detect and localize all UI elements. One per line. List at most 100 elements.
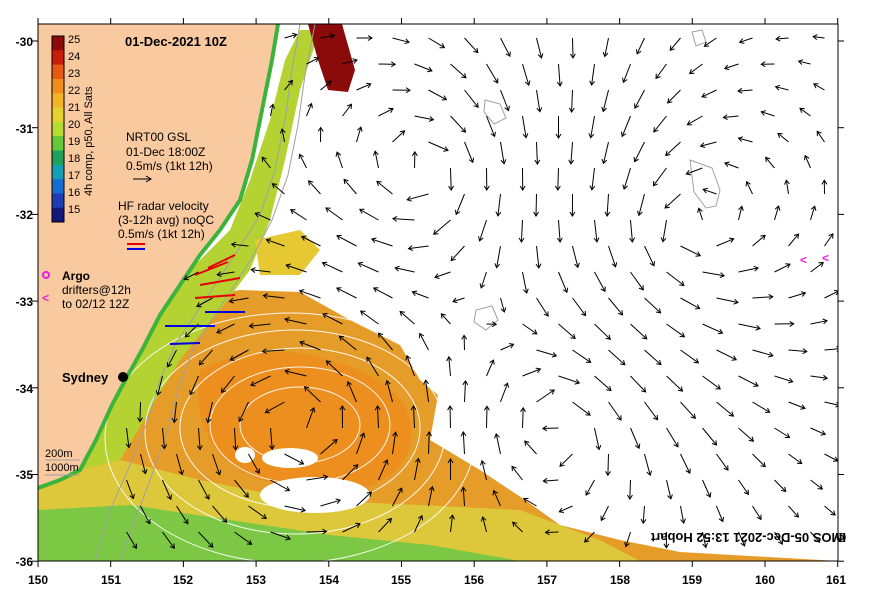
velocity-arrow <box>495 433 501 455</box>
velocity-arrowhead <box>821 179 828 185</box>
velocity-arrow <box>356 491 372 507</box>
velocity-arrow <box>634 141 645 162</box>
argo-legend-label: Argo <box>62 269 90 283</box>
velocity-arrow <box>594 323 611 340</box>
velocity-arrowhead <box>764 407 771 413</box>
velocity-arrowhead <box>372 287 379 293</box>
velocity-arrow <box>440 313 451 325</box>
velocity-arrow <box>558 323 576 339</box>
velocity-arrow <box>479 219 487 242</box>
velocity-arrowhead <box>264 408 271 414</box>
velocity-arrowhead <box>285 534 291 541</box>
velocity-arrowhead <box>717 328 724 335</box>
velocity-arrow <box>342 464 359 481</box>
velocity-arrow <box>666 427 679 448</box>
velocity-arrow <box>373 287 393 299</box>
velocity-arrow <box>824 290 838 299</box>
velocity-arrow <box>464 37 479 53</box>
velocity-arrow <box>249 323 271 327</box>
velocity-arrowhead <box>536 107 543 113</box>
velocity-arrowhead <box>238 416 244 423</box>
credit-text: IMOS 05-Dec-2021 13:52 Hobart <box>650 530 846 545</box>
lon-label: 159 <box>682 573 702 587</box>
velocity-arrowhead <box>745 180 751 187</box>
velocity-arrowhead <box>656 359 662 366</box>
velocity-arrow <box>254 212 271 221</box>
hf-legend-sub: (3-12h avg) noQC <box>118 213 214 227</box>
velocity-arrowhead <box>279 128 286 134</box>
velocity-arrow <box>162 531 175 549</box>
velocity-arrow <box>571 89 573 113</box>
velocity-arrow <box>702 375 721 390</box>
velocity-arrowhead <box>405 354 412 361</box>
velocity-arrowhead <box>533 211 540 217</box>
velocity-arrow <box>450 245 465 261</box>
velocity-arrow <box>342 59 358 65</box>
lon-label: 153 <box>246 573 266 587</box>
velocity-arrowhead <box>460 486 467 492</box>
velocity-arrowhead <box>802 348 808 355</box>
velocity-arrow <box>392 218 415 221</box>
velocity-arrowhead <box>679 280 685 286</box>
velocity-arrow <box>558 219 561 242</box>
velocity-arrow <box>558 63 561 86</box>
velocity-arrow <box>359 208 379 221</box>
velocity-arrowhead <box>641 334 648 340</box>
velocity-arrow <box>371 238 393 247</box>
drifters-legend-line2: to 02/12 12Z <box>62 297 129 311</box>
velocity-arrow <box>788 401 806 409</box>
velocity-arrow <box>738 479 749 495</box>
velocity-arrowhead <box>145 518 151 525</box>
velocity-arrowhead <box>800 291 807 297</box>
velocity-arrow <box>356 433 365 455</box>
velocity-arrowhead <box>649 261 655 267</box>
velocity-arrowhead <box>719 272 726 278</box>
velocity-arrowhead <box>822 318 828 325</box>
velocity-arrow <box>480 271 487 289</box>
lon-label: 156 <box>464 573 484 587</box>
velocity-arrow <box>522 63 530 86</box>
velocity-arrowhead <box>611 262 618 268</box>
argo-drifter-marker: < <box>822 251 829 265</box>
velocity-arrowhead <box>461 73 467 79</box>
velocity-arrowhead <box>428 485 435 492</box>
velocity-arrowhead <box>664 203 670 209</box>
velocity-arrow <box>212 453 221 475</box>
velocity-arrowhead <box>703 41 710 47</box>
velocity-arrow <box>543 479 559 482</box>
velocity-arrowhead <box>524 440 530 446</box>
colorbar-tick: 16 <box>68 187 80 199</box>
velocity-arrowhead <box>637 210 643 217</box>
velocity-arrowhead <box>588 133 595 139</box>
velocity-arrowhead <box>196 302 202 308</box>
velocity-arrow <box>234 427 237 450</box>
velocity-arrowhead <box>800 404 806 410</box>
velocity-arrow <box>231 243 249 247</box>
velocity-arrowhead <box>780 486 787 493</box>
velocity-arrowhead <box>519 185 526 191</box>
lon-label: 155 <box>391 573 411 587</box>
velocity-arrowhead <box>232 445 239 451</box>
velocity-arrowhead <box>352 58 358 64</box>
velocity-arrow <box>810 427 826 435</box>
velocity-arrow <box>716 453 729 471</box>
velocity-arrowhead <box>737 87 743 94</box>
velocity-arrowhead <box>774 84 781 91</box>
velocity-arrow <box>669 37 681 51</box>
velocity-arrow <box>739 37 753 43</box>
velocity-arrow <box>343 179 357 195</box>
velocity-arrowhead <box>738 38 745 44</box>
velocity-arrowhead <box>374 405 381 411</box>
velocity-arrowhead <box>793 512 800 518</box>
velocity-arrow <box>545 531 559 533</box>
velocity-arrowhead <box>386 517 393 524</box>
velocity-arrow <box>774 531 783 545</box>
velocity-arrow <box>434 271 451 278</box>
velocity-arrow <box>608 401 622 421</box>
velocity-arrow <box>320 80 332 91</box>
velocity-arrow <box>716 505 724 522</box>
velocity-arrow <box>702 531 707 548</box>
velocity-arrowhead <box>833 290 838 296</box>
lon-label: 158 <box>610 573 630 587</box>
velocity-arrow <box>377 405 379 429</box>
